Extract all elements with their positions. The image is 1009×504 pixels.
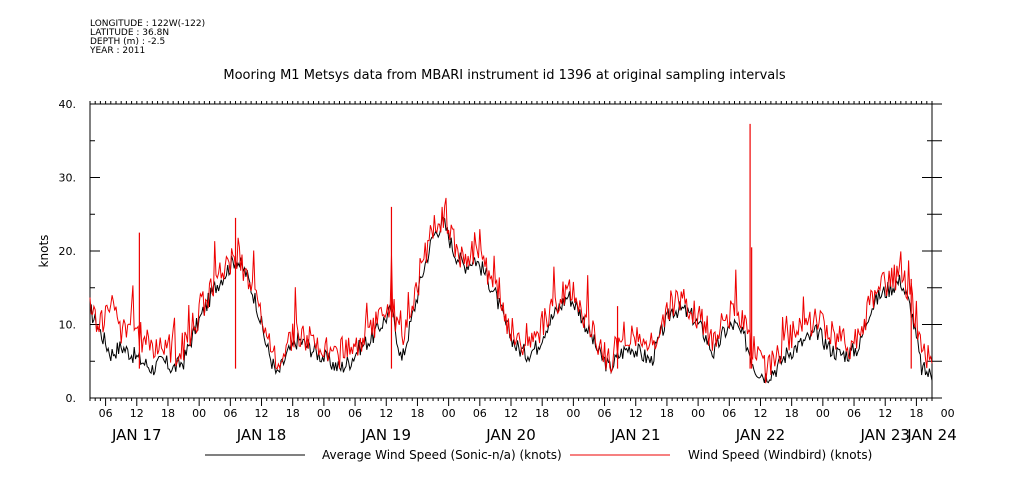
y-tick-label: 40. bbox=[59, 98, 77, 111]
x-hour-label: 12 bbox=[379, 407, 393, 420]
x-day-label: JAN 22 bbox=[735, 426, 786, 444]
x-hour-label: 12 bbox=[255, 407, 269, 420]
chart-ticks: 0. 10. 20. 30. 40. knots 06 12 18 00 06 12 18 00 06 12 1… bbox=[37, 98, 957, 444]
chart-series bbox=[89, 123, 933, 384]
latitude-label: LATITUDE : 36.8N bbox=[90, 28, 170, 38]
x-hour-label: 18 bbox=[660, 407, 674, 420]
chart-title: Mooring M1 Metsys data from MBARI instru… bbox=[223, 68, 786, 83]
x-hour-label: 00 bbox=[442, 407, 456, 420]
y-tick-label: 10. bbox=[59, 319, 77, 332]
x-day-label: JAN 23 bbox=[859, 426, 910, 444]
x-hour-label: 12 bbox=[878, 407, 892, 420]
chart-axes bbox=[89, 101, 942, 406]
x-hour-label: 06 bbox=[598, 407, 612, 420]
x-hour-label: 06 bbox=[348, 407, 362, 420]
depth-label: DEPTH (m) : -2.5 bbox=[90, 37, 166, 47]
x-hour-label: 18 bbox=[535, 407, 549, 420]
x-hour-label: 06 bbox=[847, 407, 861, 420]
y-tick-label: 0. bbox=[66, 392, 77, 405]
x-hour-label: 06 bbox=[473, 407, 487, 420]
x-day-label: JAN 19 bbox=[361, 426, 412, 444]
x-day-label: JAN 21 bbox=[610, 426, 661, 444]
x-hour-label: 00 bbox=[691, 407, 705, 420]
y-tick-label: 30. bbox=[59, 172, 77, 185]
metadata-block: LONGITUDE : 122W(-122) LATITUDE : 36.8N … bbox=[90, 20, 205, 56]
legend-label-sonic: Average Wind Speed (Sonic-n/a) (knots) bbox=[322, 448, 562, 462]
x-day-label: JAN 17 bbox=[111, 426, 162, 444]
x-hour-label: 06 bbox=[722, 407, 736, 420]
series-line-windbird bbox=[89, 197, 933, 384]
x-hour-label: 00 bbox=[816, 407, 830, 420]
x-hour-label: 00 bbox=[192, 407, 206, 420]
x-hour-label: 12 bbox=[130, 407, 144, 420]
x-day-label: JAN 24 bbox=[906, 426, 957, 444]
x-hour-label: 06 bbox=[223, 407, 237, 420]
x-hour-label: 00 bbox=[566, 407, 580, 420]
chart-legend: Average Wind Speed (Sonic-n/a) (knots) Wi… bbox=[205, 448, 872, 462]
x-hour-label: 00 bbox=[941, 407, 955, 420]
x-hour-label: 12 bbox=[753, 407, 767, 420]
x-day-label: JAN 18 bbox=[236, 426, 287, 444]
x-hour-label: 18 bbox=[286, 407, 300, 420]
x-day-label: JAN 20 bbox=[485, 426, 536, 444]
y-tick-label: 20. bbox=[59, 245, 77, 258]
year-label: YEAR : 2011 bbox=[90, 46, 146, 56]
x-hour-label: 06 bbox=[99, 407, 113, 420]
x-hour-label: 18 bbox=[410, 407, 424, 420]
x-hour-label: 18 bbox=[161, 407, 175, 420]
legend-label-windbird: Wind Speed (Windbird) (knots) bbox=[688, 448, 872, 462]
x-hour-label: 00 bbox=[317, 407, 331, 420]
y-axis-label: knots bbox=[37, 235, 51, 268]
x-hour-label: 12 bbox=[504, 407, 518, 420]
plot-frame bbox=[89, 103, 933, 399]
x-hour-label: 12 bbox=[629, 407, 643, 420]
series-line-sonic bbox=[89, 215, 933, 384]
longitude-label: LONGITUDE : 122W(-122) bbox=[90, 19, 206, 29]
x-hour-label: 18 bbox=[909, 407, 923, 420]
x-hour-label: 18 bbox=[785, 407, 799, 420]
